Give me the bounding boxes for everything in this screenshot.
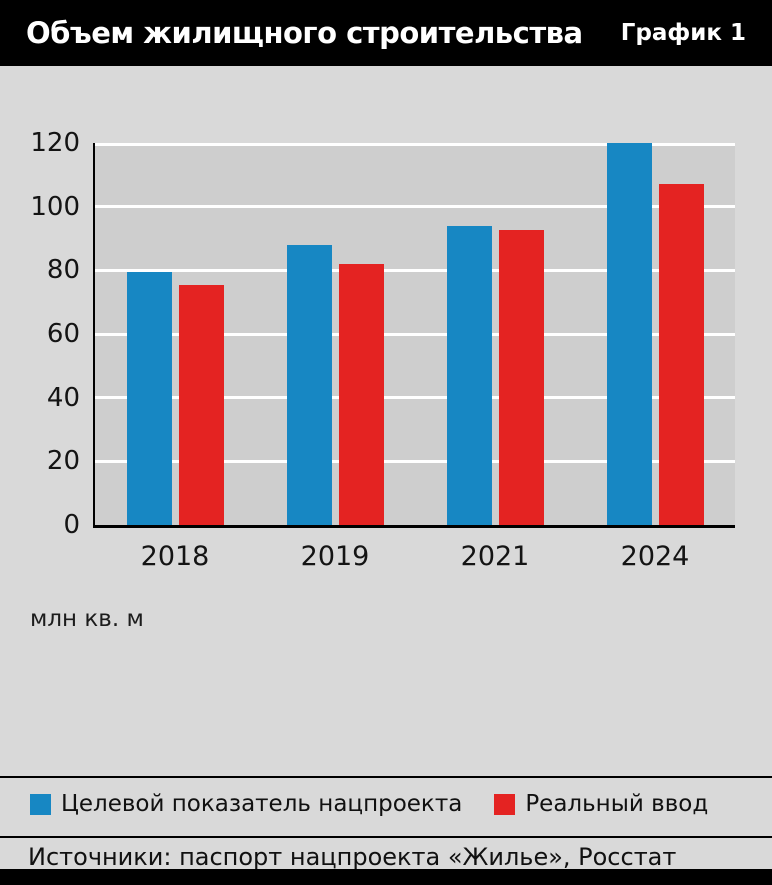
plot-area [93,143,735,528]
gridline [95,396,735,400]
bar-group [575,143,735,525]
legend-label: Целевой показатель нацпроекта [61,791,463,817]
gridline [95,143,735,146]
header: Объем жилищного строительства График 1 [0,0,772,66]
bar [446,226,492,525]
y-tick-label: 120 [30,128,80,158]
x-tick-label: 2021 [460,541,530,572]
y-tick-label: 80 [46,255,80,286]
x-tick-label: 2018 [140,541,210,572]
legend-label: Реальный ввод [525,791,709,817]
bar [178,285,224,525]
bar-group [95,143,255,525]
gridline [95,459,735,463]
gridline [95,332,735,336]
bar-group [255,143,415,525]
x-tick-label: 2024 [620,541,690,572]
y-tick-label: 20 [46,446,80,477]
legend-swatch [494,793,516,815]
y-tick-label: 0 [63,510,80,540]
source-note: Источники: паспорт нацпроекта «Жилье», Р… [28,843,677,871]
x-tick-label: 2019 [300,541,370,572]
bar-group [415,143,575,525]
legend: Целевой показатель нацпроекта Реальный вв… [30,789,708,819]
chart-title: Объем жилищного строительства [26,16,583,50]
chart-number-badge: График 1 [620,20,746,46]
legend-divider-bottom [0,836,772,838]
bar [338,264,384,525]
legend-item: Целевой показатель нацпроекта [30,791,462,817]
y-tick-label: 40 [46,382,80,413]
bar [498,230,544,525]
x-axis: 2018 2019 2021 2024 [95,541,735,577]
legend-swatch [30,793,51,815]
y-axis: 0 20 40 60 80 100 120 [0,128,80,540]
gridline [95,205,735,209]
unit-label: млн кв. м [30,606,144,632]
bar [658,184,704,525]
bar [606,143,652,525]
bar [286,245,332,525]
legend-item: Реальный ввод [494,791,708,817]
bar [126,272,172,525]
y-tick-label: 100 [30,191,80,222]
legend-divider-top [0,776,772,778]
y-tick-label: 60 [46,319,80,349]
bottom-bar [0,869,772,885]
gridline [95,268,735,272]
